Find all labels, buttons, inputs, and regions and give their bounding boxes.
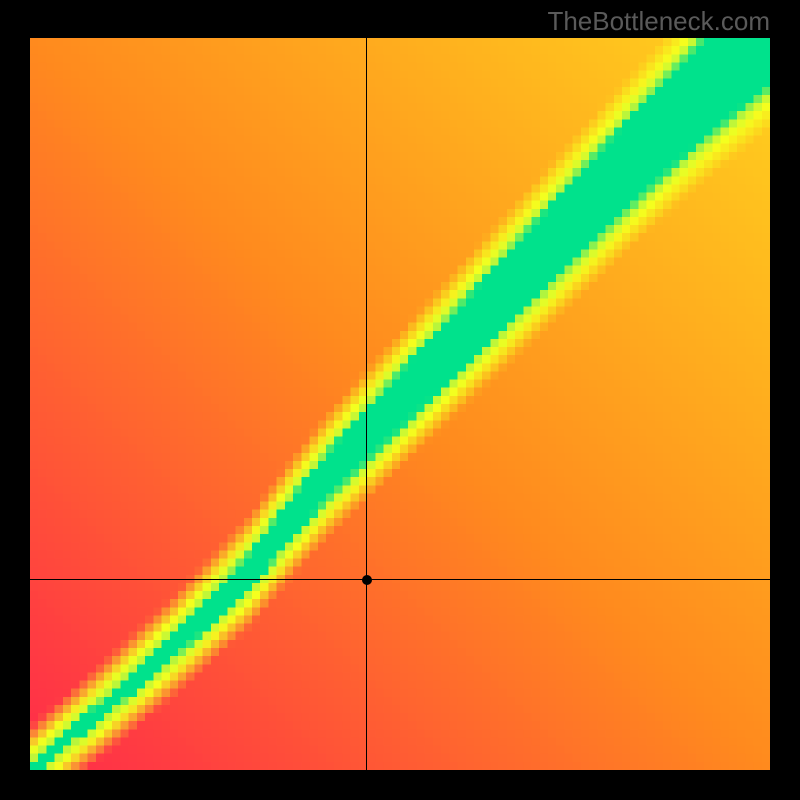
- watermark-text: TheBottleneck.com: [547, 6, 770, 37]
- crosshair-vertical: [366, 38, 367, 770]
- bottleneck-heatmap: [30, 38, 770, 770]
- crosshair-horizontal: [30, 579, 770, 580]
- heatmap-canvas: [30, 38, 770, 770]
- crosshair-marker: [362, 575, 372, 585]
